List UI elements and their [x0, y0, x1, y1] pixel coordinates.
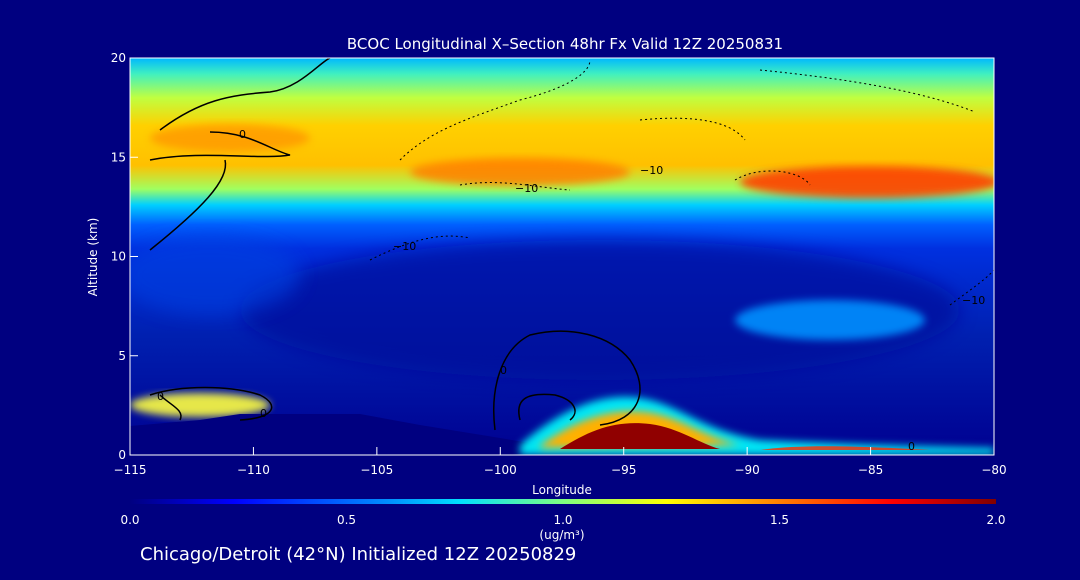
x-axis-title: Longitude [532, 483, 592, 497]
contour-solid-3 [149, 159, 227, 251]
y-tick-label: 5 [118, 349, 126, 363]
contour-label: 0 [500, 364, 507, 377]
chart-title: BCOC Longitudinal X–Section 48hr Fx Vali… [347, 35, 783, 53]
contour-dotted-2 [459, 182, 571, 191]
colorbar-ticks: 0.0 0.5 1.0 1.5 2.0 [120, 513, 1005, 527]
x-tick-label: −110 [237, 463, 270, 477]
contour-solid-5 [518, 393, 576, 421]
mid-level-low-region [240, 240, 960, 380]
contour-solid-1 [159, 58, 331, 131]
x-tick-label: −90 [734, 463, 759, 477]
y-axis: 0 5 10 15 20 [111, 51, 138, 462]
contour-labels: 0 −10 −10 −10 0 0 0 0 −10 [157, 128, 985, 453]
contour-label: 0 [157, 390, 164, 403]
contour-label: −10 [962, 294, 985, 307]
upper-peak-east [740, 166, 994, 198]
colorbar-tick-label: 2.0 [986, 513, 1005, 527]
surface-plume-east [760, 446, 930, 450]
contour-label: 0 [908, 440, 915, 453]
footer-caption: Chicago/Detroit (42°N) Initialized 12Z 2… [140, 544, 576, 565]
colorbar [130, 499, 996, 504]
upper-peak-west [150, 124, 310, 152]
contour-label: −10 [640, 164, 663, 177]
colorbar-units: (ug/m³) [539, 528, 584, 542]
x-tick-label: −85 [858, 463, 883, 477]
contour-solid-2 [149, 131, 291, 161]
contour-solid-4 [493, 330, 641, 431]
y-tick-label: 0 [118, 448, 126, 462]
x-tick-label: −100 [484, 463, 517, 477]
contour-label: −10 [515, 182, 538, 195]
contour-solid-6 [149, 386, 273, 421]
contour-solid-7 [159, 394, 182, 421]
terrain-mask [130, 414, 994, 455]
contour-label: 0 [260, 407, 267, 420]
colorbar-tick-label: 0.5 [337, 513, 356, 527]
colorbar-tick-label: 1.0 [553, 513, 572, 527]
heatmap-field [130, 58, 994, 455]
contour-dotted-1 [399, 59, 591, 161]
colorbar-tick-label: 0.0 [120, 513, 139, 527]
y-tick-label: 10 [111, 250, 126, 264]
upper-peak-central [410, 158, 630, 186]
contour-label: −10 [393, 240, 416, 253]
surface-plume-core [560, 423, 720, 449]
western-mid-patch [130, 235, 300, 315]
contour-label: 0 [239, 128, 246, 141]
x-axis: −115 −110 −105 −100 −95 −90 −85 −80 [114, 447, 1007, 477]
western-low-level [130, 393, 270, 417]
y-axis-title: Altitude (km) [86, 218, 100, 297]
x-tick-label: −95 [611, 463, 636, 477]
y-tick-label: 20 [111, 51, 126, 65]
mid-level-patch [735, 300, 925, 340]
x-tick-label: −105 [360, 463, 393, 477]
contour-dotted-7 [949, 269, 994, 306]
y-tick-label: 15 [111, 150, 126, 164]
x-tick-label: −115 [114, 463, 147, 477]
colorbar-tick-label: 1.5 [770, 513, 789, 527]
contour-dotted-3 [639, 117, 746, 141]
x-tick-label: −80 [981, 463, 1006, 477]
